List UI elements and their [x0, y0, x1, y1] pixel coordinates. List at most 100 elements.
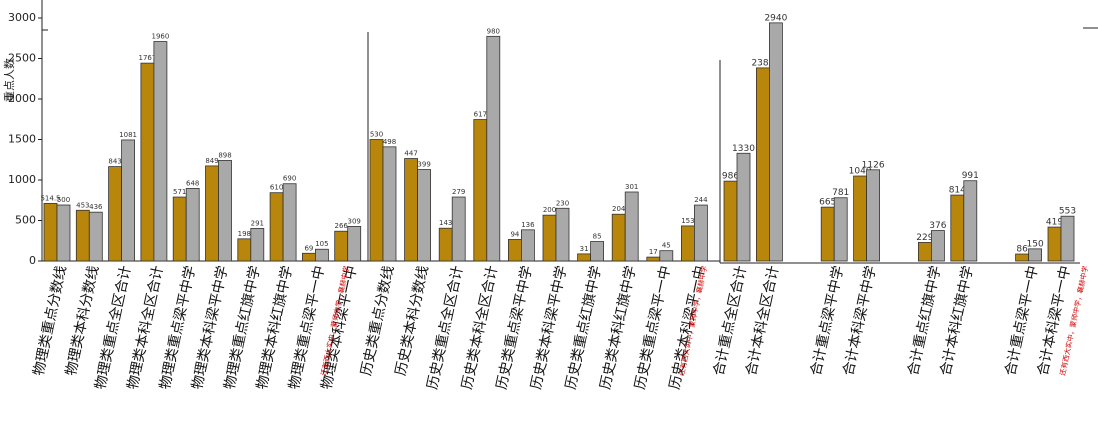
value-label: 86: [1016, 245, 1028, 255]
x-tick-label: 历史类重点梁平一中: [632, 264, 674, 391]
bar: [382, 146, 397, 262]
bar: [820, 206, 835, 262]
value-label: 31: [580, 245, 589, 253]
bar: [853, 175, 867, 262]
bar: [1028, 248, 1042, 262]
value-label: 279: [452, 188, 465, 196]
bar: [205, 165, 219, 262]
bar: [369, 139, 384, 262]
bar: [185, 188, 200, 262]
x-tick-label: 合计重点全区合计: [710, 264, 750, 377]
value-label: 309: [348, 217, 361, 225]
value-label: 136: [521, 221, 535, 229]
y-tick-label: 500: [15, 214, 36, 227]
bar: [404, 158, 419, 262]
bar: [347, 225, 362, 262]
bar: [438, 227, 453, 262]
x-tick-label: 历史类重点全区合计: [424, 264, 467, 391]
bar: [172, 196, 187, 262]
value-label: 843: [108, 158, 121, 166]
bar: [1047, 226, 1062, 262]
value-label: 204: [612, 205, 626, 213]
value-label: 665: [819, 198, 836, 208]
value-label: 514.5: [40, 194, 60, 202]
value-label: 898: [218, 151, 231, 159]
bar: [473, 119, 488, 262]
x-tick-label: 历史类本科梁平中学: [528, 264, 570, 391]
bar: [507, 239, 522, 262]
value-label: 436: [89, 203, 103, 211]
value-label: 849: [205, 157, 218, 165]
x-tick-label: 合计本科梁平中学: [841, 264, 880, 377]
x-tick-label: 物理类本科分数线: [63, 264, 102, 377]
value-label: 690: [283, 175, 296, 183]
value-label: 2384: [751, 58, 774, 68]
value-label: 1960: [151, 33, 169, 41]
x-tick-label: 历史类本科分数线: [393, 264, 432, 377]
bar: [866, 169, 880, 262]
value-label: 1767: [138, 54, 156, 62]
value-label: 991: [962, 171, 979, 181]
value-label: 69: [304, 244, 313, 252]
bar: [301, 252, 316, 262]
y-tick-label: 0: [29, 254, 36, 267]
value-label: 153: [681, 217, 694, 225]
value-label: 230: [556, 199, 569, 207]
bar: [681, 225, 695, 262]
value-label: 553: [1059, 207, 1076, 217]
bar: [121, 139, 135, 262]
y-tick-label: 2000: [8, 92, 36, 105]
x-tick-label: 合计本科全区合计: [742, 264, 782, 377]
bar: [646, 256, 661, 262]
value-label: 17: [649, 248, 658, 256]
bar: [269, 192, 284, 262]
bar: [918, 242, 932, 262]
value-label: 419: [1046, 218, 1063, 228]
value-label: 105: [315, 240, 328, 248]
value-label: 150: [1027, 239, 1044, 249]
y-axis-label: 重点人数: [2, 58, 16, 102]
bar: [88, 211, 103, 262]
value-label: 1126: [862, 160, 885, 170]
bar: [1060, 215, 1075, 262]
value-label: 617: [474, 111, 487, 119]
value-label: 143: [439, 219, 452, 227]
bar: [521, 229, 535, 262]
bar: [451, 196, 466, 262]
value-label: 266: [335, 222, 349, 230]
bar: [950, 194, 965, 262]
y-tick-label: 1500: [8, 133, 36, 146]
value-label: 571: [173, 188, 186, 196]
bar: [1015, 253, 1029, 262]
bar: [756, 67, 770, 262]
value-label: 530: [370, 131, 383, 139]
bar: [542, 214, 557, 262]
bar: [577, 253, 591, 262]
bar: [237, 238, 252, 262]
bar: [736, 152, 751, 262]
x-tick-label: 历史类本科红旗中学: [598, 264, 640, 391]
value-label: 498: [383, 138, 396, 146]
value-label: 85: [593, 233, 602, 241]
value-label: 229: [916, 233, 933, 243]
x-tick-label: 合计重点梁平中学: [808, 264, 847, 377]
value-label: 447: [404, 150, 417, 158]
bar: [417, 169, 432, 262]
bar: [75, 209, 90, 262]
value-label: 1330: [732, 144, 755, 154]
value-label: 244: [694, 196, 708, 204]
value-label: 301: [625, 183, 638, 191]
x-tick-label: 物理类重点分数线: [31, 264, 70, 377]
bar: [43, 202, 58, 262]
bar: [590, 241, 604, 262]
bar: [314, 248, 329, 262]
value-label: 610: [270, 184, 283, 192]
value-label: 500: [57, 196, 70, 204]
bar: [769, 22, 783, 262]
value-label: 814: [949, 186, 966, 196]
bar: [140, 62, 155, 262]
bar: [611, 213, 626, 262]
value-label: 648: [186, 179, 199, 187]
y-tick-label: 1000: [8, 173, 36, 186]
value-label: 94: [510, 230, 519, 238]
